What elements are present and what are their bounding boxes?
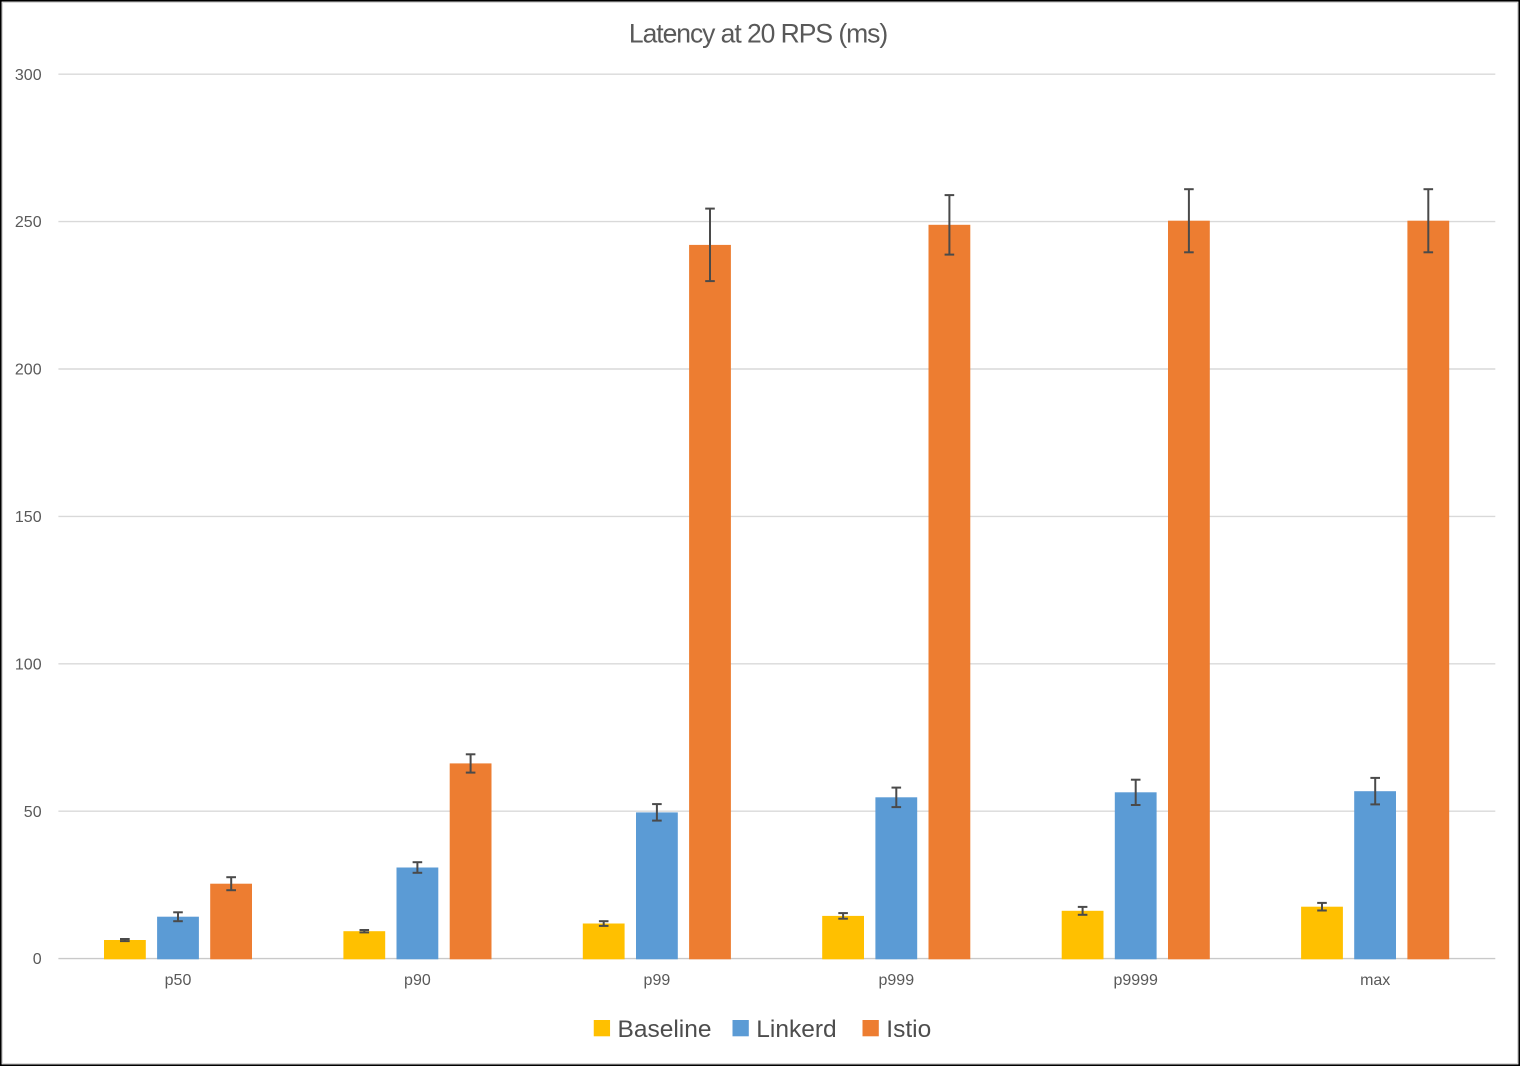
svg-text:150: 150 <box>15 509 42 526</box>
svg-text:50: 50 <box>24 804 42 821</box>
svg-text:200: 200 <box>15 362 42 379</box>
svg-text:Istio: Istio <box>886 1016 931 1043</box>
svg-text:p50: p50 <box>165 972 192 989</box>
svg-text:p9999: p9999 <box>1113 972 1158 989</box>
svg-text:Latency at 20 RPS (ms): Latency at 20 RPS (ms) <box>629 18 887 48</box>
svg-text:0: 0 <box>33 951 42 968</box>
svg-text:p99: p99 <box>644 972 671 989</box>
svg-text:p90: p90 <box>404 972 431 989</box>
svg-text:max: max <box>1360 972 1390 989</box>
svg-text:250: 250 <box>15 214 42 231</box>
svg-text:Baseline: Baseline <box>618 1016 712 1043</box>
svg-text:p999: p999 <box>879 972 915 989</box>
svg-text:300: 300 <box>15 67 42 84</box>
svg-text:100: 100 <box>15 656 42 673</box>
svg-text:Linkerd: Linkerd <box>756 1016 836 1043</box>
